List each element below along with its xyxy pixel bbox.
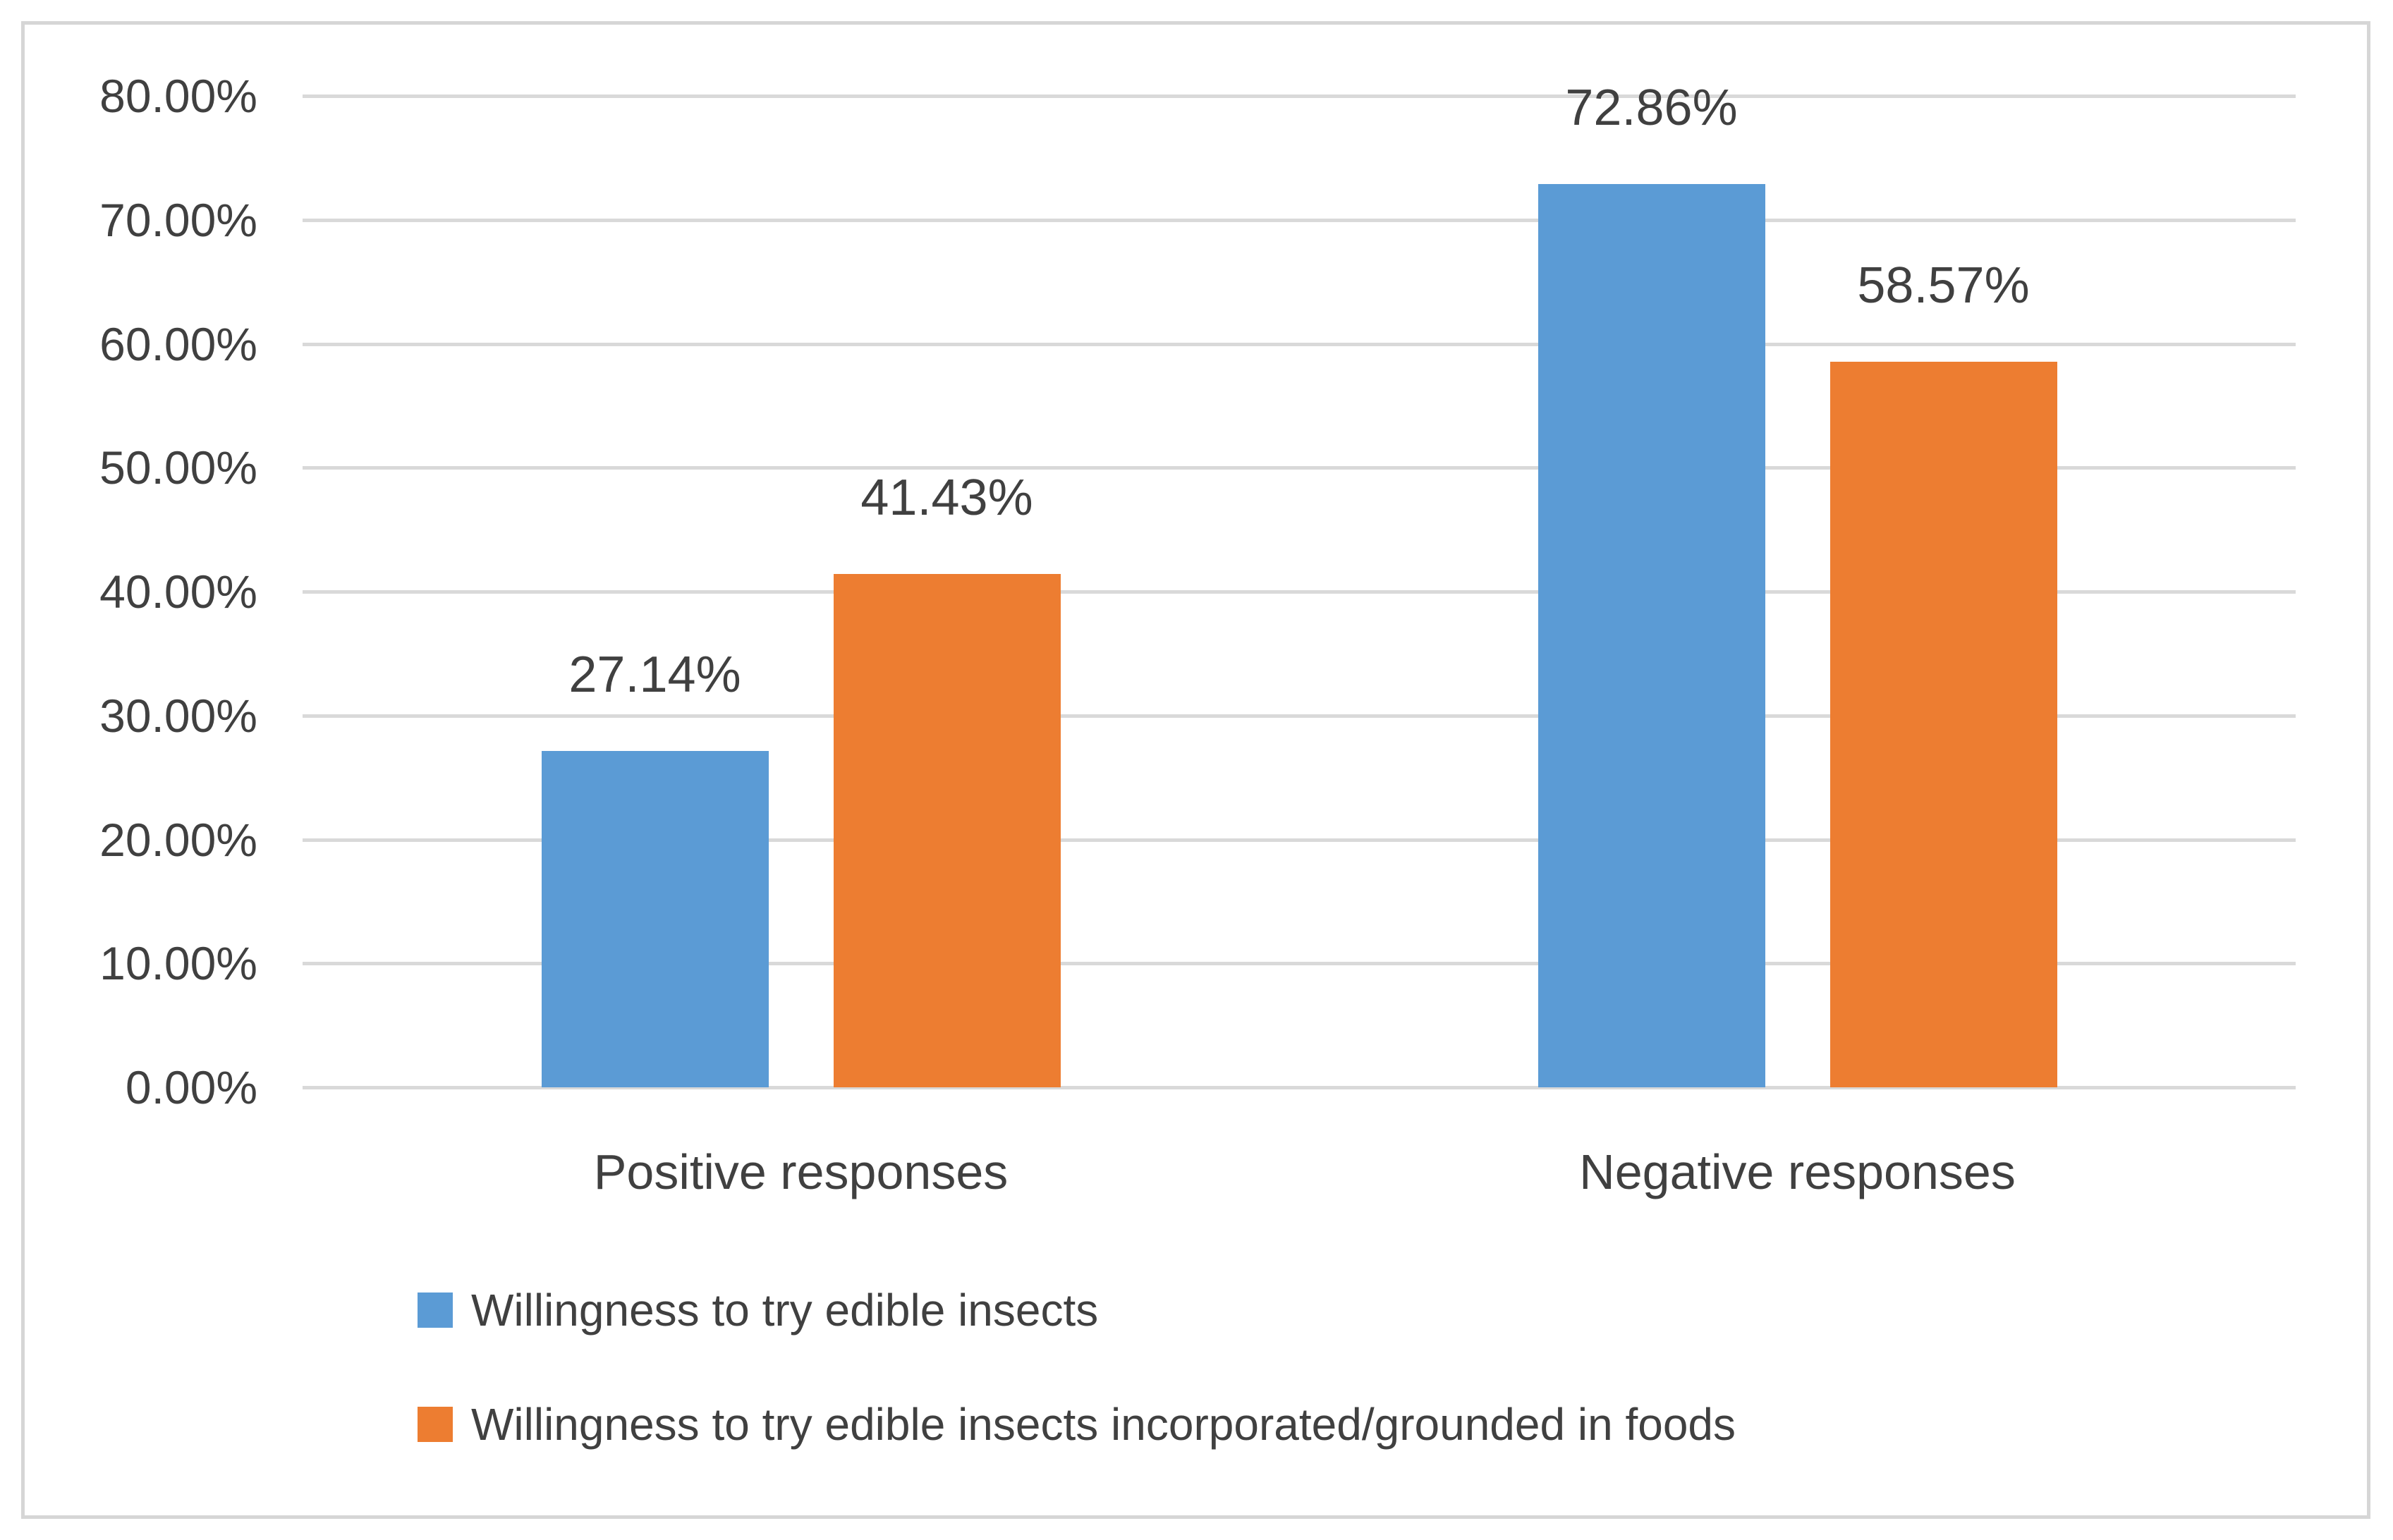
gridline-10 [303,962,2296,966]
legend-label: Willingness to try edible insects [471,1285,1099,1336]
gridline-50 [303,466,2296,470]
data-label-positive-responses-series-1: 27.14% [568,647,741,703]
category-label-positive-responses: Positive responses [593,1144,1009,1199]
gridline-60 [303,342,2296,346]
legend-label: Willingness to try edible insects incorp… [471,1399,1736,1450]
category-label-negative-responses: Negative responses [1579,1144,2016,1199]
gridline-40 [303,590,2296,594]
y-axis-tick-label: 20.00% [99,813,257,866]
legend-item-series-2: Willingness to try edible insects incorp… [418,1396,1736,1453]
gridline-0 [303,1086,2296,1089]
data-label-positive-responses-series-2: 41.43% [860,469,1033,526]
bar-negative-responses-series-2 [1829,361,2057,1087]
bar-positive-responses-series-1 [541,751,769,1087]
y-axis-tick-label: 40.00% [99,566,257,618]
gridline-20 [303,838,2296,842]
y-axis-tick-label: 60.00% [99,317,257,370]
y-axis-tick-label: 70.00% [99,193,257,246]
gridline-80 [303,94,2296,98]
legend-swatch-icon [418,1407,453,1442]
y-axis-tick-label: 10.00% [99,937,257,990]
legend-item-series-1: Willingness to try edible insects [418,1282,1098,1338]
data-label-negative-responses-series-1: 72.86% [1565,80,1738,137]
y-axis-tick-label: 0.00% [125,1061,257,1113]
y-axis-tick-label: 30.00% [99,689,257,742]
bar-positive-responses-series-2 [833,573,1061,1087]
data-label-negative-responses-series-2: 58.57% [1857,257,2030,314]
bar-negative-responses-series-1 [1538,184,1765,1087]
legend-swatch-icon [418,1292,453,1328]
y-axis-tick-label: 80.00% [99,70,257,122]
gridline-70 [303,218,2296,222]
gridline-30 [303,714,2296,718]
y-axis-tick-label: 50.00% [99,441,257,494]
